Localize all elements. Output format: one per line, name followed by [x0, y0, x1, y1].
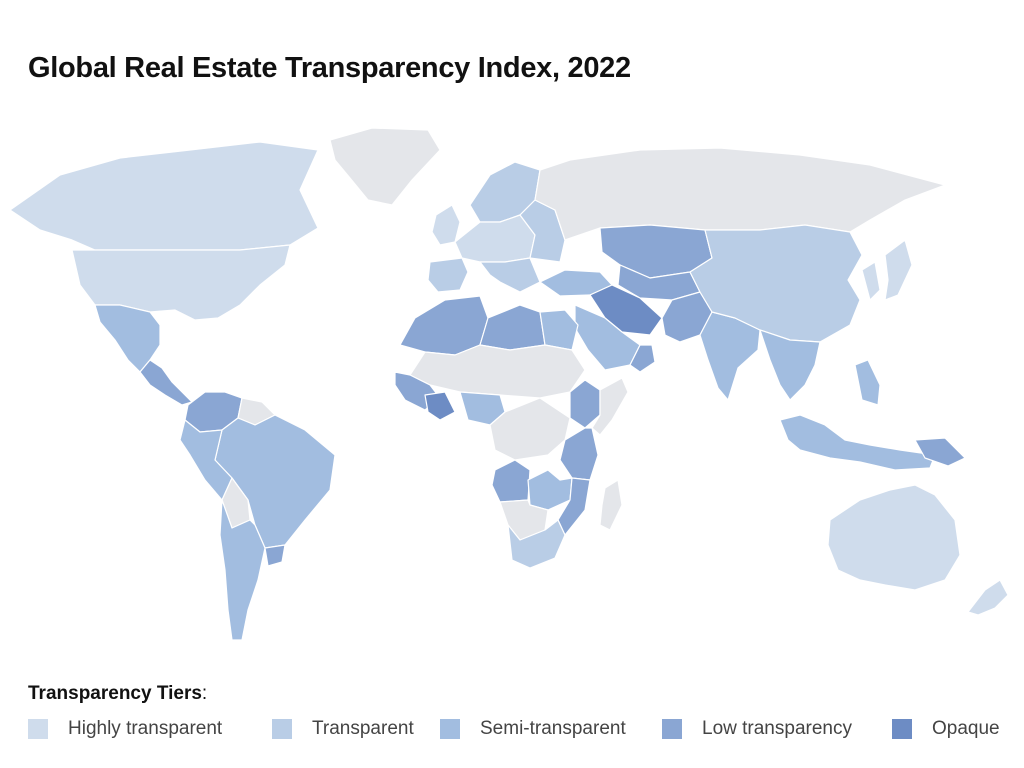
legend-swatch: [272, 719, 292, 739]
legend-item-opaque: Opaque: [892, 716, 1000, 742]
region-australia[interactable]: [827, 484, 961, 591]
region-russia[interactable]: [534, 147, 946, 241]
legend-label: Transparent: [312, 718, 414, 739]
region-morocco-algeria[interactable]: [399, 295, 489, 356]
region-uruguay[interactable]: [264, 544, 286, 567]
legend-label: Highly transparent: [68, 718, 223, 739]
region-somalia[interactable]: [591, 377, 629, 436]
legend-swatch: [440, 719, 460, 739]
region-png[interactable]: [914, 437, 966, 467]
region-ivory-coast-ghana[interactable]: [424, 391, 456, 421]
legend-label: Low transparency: [702, 718, 852, 739]
region-angola[interactable]: [491, 459, 531, 503]
page-title: Global Real Estate Transparency Index, 2…: [28, 52, 631, 84]
region-chile-argentina[interactable]: [219, 499, 266, 641]
region-greenland[interactable]: [329, 127, 441, 206]
region-sahel[interactable]: [409, 344, 586, 399]
region-southeast-asia[interactable]: [759, 329, 821, 401]
country-shapes: [9, 127, 1009, 641]
region-western-europe[interactable]: [454, 214, 536, 263]
region-zambia-zimbabwe[interactable]: [527, 469, 573, 511]
region-uk-ireland[interactable]: [431, 204, 461, 246]
region-central-america[interactable]: [139, 359, 193, 406]
legend-item-semi-transparent: Semi-transparent: [440, 716, 626, 742]
region-korea-japan[interactable]: [861, 239, 913, 301]
legend-item-low-transparency: Low transparency: [662, 716, 852, 742]
legend: Highly transparent Transparent Semi-tran…: [28, 716, 1008, 742]
legend-label: Opaque: [932, 718, 1000, 739]
region-libya[interactable]: [479, 304, 546, 351]
region-canada[interactable]: [9, 141, 319, 251]
legend-label: Semi-transparent: [480, 718, 626, 739]
region-iberia[interactable]: [427, 257, 469, 293]
region-italy-balkans[interactable]: [479, 257, 541, 293]
region-south-africa[interactable]: [507, 519, 566, 569]
region-new-zealand[interactable]: [967, 579, 1009, 616]
legend-item-transparent: Transparent: [272, 716, 414, 742]
legend-swatch: [28, 719, 48, 739]
region-ethiopia[interactable]: [569, 379, 601, 429]
legend-swatch: [662, 719, 682, 739]
region-kenya-tanzania[interactable]: [559, 427, 599, 481]
legend-item-highly-transparent: Highly transparent: [28, 716, 222, 742]
legend-swatch: [892, 719, 912, 739]
legend-title: Transparency Tiers:: [28, 683, 208, 704]
region-gulf[interactable]: [629, 344, 656, 373]
region-indonesia[interactable]: [779, 414, 936, 471]
region-egypt[interactable]: [539, 309, 579, 351]
world-map: [9, 127, 1009, 641]
region-madagascar[interactable]: [599, 479, 623, 531]
region-philippines[interactable]: [854, 359, 881, 406]
